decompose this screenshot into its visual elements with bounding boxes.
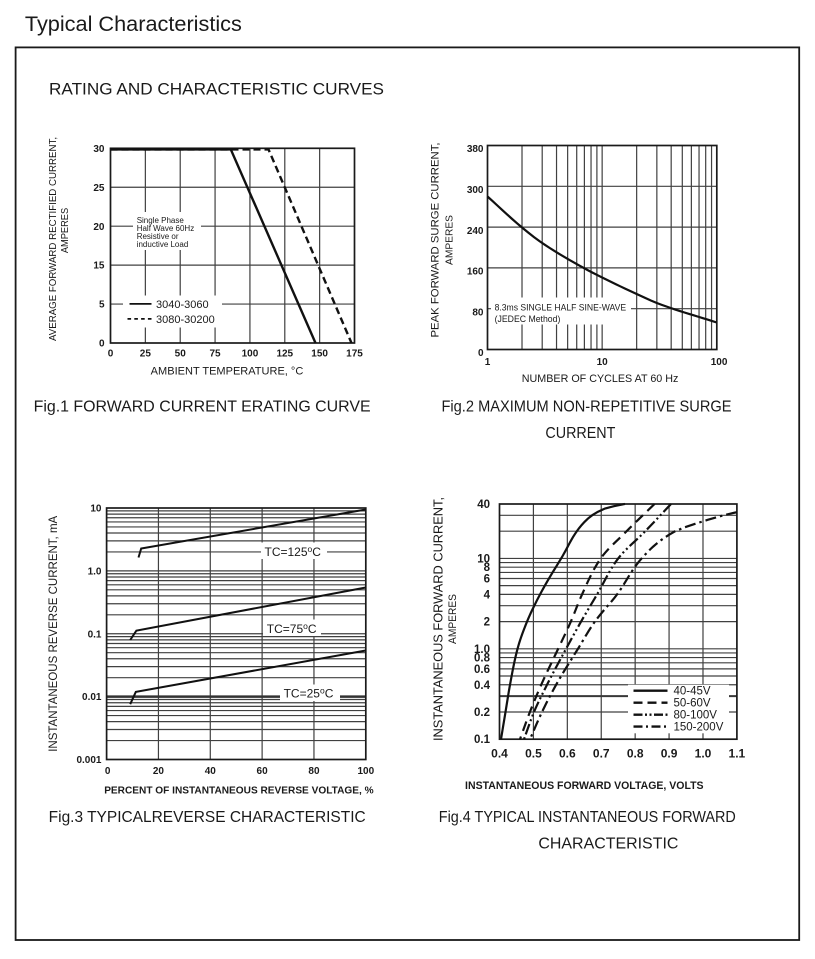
svg-text:0.9: 0.9 bbox=[661, 747, 678, 761]
svg-text:160: 160 bbox=[467, 267, 484, 278]
svg-text:TC=125oC: TC=125oC bbox=[265, 544, 322, 559]
svg-text:40-45V: 40-45V bbox=[674, 686, 711, 698]
svg-text:NUMBER OF CYCLES AT 60 Hz: NUMBER OF CYCLES AT 60 Hz bbox=[522, 373, 679, 385]
svg-text:3080-30200: 3080-30200 bbox=[156, 314, 215, 326]
svg-text:AMPERES: AMPERES bbox=[447, 594, 459, 644]
svg-text:CHARACTERISTIC: CHARACTERISTIC bbox=[538, 836, 678, 853]
svg-text:25: 25 bbox=[93, 183, 105, 194]
svg-text:60: 60 bbox=[257, 766, 269, 777]
svg-text:PERCENT OF INSTANTANEOUS REVER: PERCENT OF INSTANTANEOUS REVERSE VOLTAGE… bbox=[104, 785, 374, 797]
svg-text:Typical Characteristics: Typical Characteristics bbox=[25, 12, 242, 36]
svg-text:10: 10 bbox=[477, 553, 490, 565]
svg-text:0.6: 0.6 bbox=[474, 664, 490, 676]
svg-text:80: 80 bbox=[472, 307, 484, 318]
svg-text:50-60V: 50-60V bbox=[674, 698, 711, 710]
svg-text:8: 8 bbox=[484, 562, 491, 574]
svg-text:80: 80 bbox=[308, 766, 320, 777]
svg-text:150: 150 bbox=[311, 349, 328, 360]
svg-text:0.7: 0.7 bbox=[593, 747, 610, 761]
svg-text:40: 40 bbox=[477, 499, 490, 511]
svg-text:1.0: 1.0 bbox=[88, 566, 102, 577]
svg-text:100: 100 bbox=[357, 766, 374, 777]
svg-text:50: 50 bbox=[175, 349, 187, 360]
svg-text:INSTANTANEOUS REVERSE CURRENT,: INSTANTANEOUS REVERSE CURRENT, mA bbox=[48, 515, 60, 751]
svg-text:1.0: 1.0 bbox=[695, 747, 712, 761]
svg-text:Fig.3 TYPICALREVERSE CHARACTER: Fig.3 TYPICALREVERSE CHARACTERISTIC bbox=[49, 809, 366, 826]
svg-text:TC=75oC: TC=75oC bbox=[267, 621, 317, 636]
svg-text:0: 0 bbox=[478, 348, 484, 359]
svg-text:1.0: 1.0 bbox=[474, 644, 490, 656]
svg-text:380: 380 bbox=[467, 144, 484, 155]
svg-text:0.2: 0.2 bbox=[474, 707, 490, 719]
svg-text:0.8: 0.8 bbox=[474, 653, 491, 665]
svg-text:0.4: 0.4 bbox=[491, 747, 508, 761]
svg-text:Single Phase: Single Phase bbox=[137, 216, 185, 225]
svg-text:Half Wave 60Hz: Half Wave 60Hz bbox=[137, 224, 195, 233]
svg-text:20: 20 bbox=[153, 766, 165, 777]
svg-text:0: 0 bbox=[99, 339, 105, 350]
svg-text:8.3ms SINGLE HALF SINE-WAVE: 8.3ms SINGLE HALF SINE-WAVE bbox=[495, 302, 626, 312]
svg-text:0.1: 0.1 bbox=[474, 734, 491, 746]
svg-text:AVERAGE FORWARD RECTIFIED CURR: AVERAGE FORWARD RECTIFIED CURRENT, bbox=[47, 137, 59, 341]
svg-text:AMPERES: AMPERES bbox=[444, 215, 456, 265]
svg-text:Resistive or: Resistive or bbox=[137, 232, 179, 241]
svg-text:INSTANTANEOUS FORWARD CURRENT,: INSTANTANEOUS FORWARD CURRENT, bbox=[432, 497, 446, 741]
svg-text:0.4: 0.4 bbox=[474, 680, 491, 692]
svg-text:100: 100 bbox=[711, 357, 728, 368]
svg-text:0.01: 0.01 bbox=[82, 692, 102, 703]
svg-text:0.8: 0.8 bbox=[627, 747, 644, 761]
svg-text:40: 40 bbox=[205, 766, 217, 777]
svg-text:25: 25 bbox=[140, 349, 152, 360]
svg-text:2: 2 bbox=[484, 617, 490, 629]
svg-text:Fig.4 TYPICAL INSTANTANEOUS FO: Fig.4 TYPICAL INSTANTANEOUS FORWARD bbox=[439, 809, 736, 826]
svg-text:PEAK FORWARD SURGE CURRENT,: PEAK FORWARD SURGE CURRENT, bbox=[430, 143, 442, 338]
svg-text:0: 0 bbox=[108, 349, 114, 360]
svg-text:Fig.1 FORWARD CURRENT ERATING: Fig.1 FORWARD CURRENT ERATING CURVE bbox=[34, 399, 371, 416]
svg-text:0.1: 0.1 bbox=[88, 629, 102, 640]
svg-text:10: 10 bbox=[90, 504, 102, 515]
svg-text:0.001: 0.001 bbox=[76, 755, 101, 766]
svg-text:4: 4 bbox=[484, 589, 491, 601]
svg-text:0.5: 0.5 bbox=[525, 747, 542, 761]
svg-text:TC=25oC: TC=25oC bbox=[284, 686, 334, 701]
svg-text:10: 10 bbox=[597, 357, 609, 368]
svg-text:240: 240 bbox=[467, 226, 484, 237]
svg-text:20: 20 bbox=[93, 222, 105, 233]
svg-text:80-100V: 80-100V bbox=[674, 710, 718, 722]
svg-text:INSTANTANEOUS FORWARD VOLTAGE,: INSTANTANEOUS FORWARD VOLTAGE, VOLTS bbox=[465, 780, 704, 792]
svg-text:1.1: 1.1 bbox=[729, 747, 746, 761]
svg-text:(JEDEC Method): (JEDEC Method) bbox=[495, 314, 561, 324]
svg-text:RATING AND CHARACTERISTIC CURV: RATING AND CHARACTERISTIC CURVES bbox=[49, 80, 384, 99]
svg-text:30: 30 bbox=[93, 144, 105, 155]
svg-text:15: 15 bbox=[93, 261, 105, 272]
svg-text:150-200V: 150-200V bbox=[674, 722, 724, 734]
svg-text:0: 0 bbox=[105, 766, 111, 777]
svg-text:AMBIENT TEMPERATURE, °C: AMBIENT TEMPERATURE, °C bbox=[151, 366, 304, 378]
svg-text:3040-3060: 3040-3060 bbox=[156, 299, 209, 311]
svg-text:1: 1 bbox=[485, 357, 491, 368]
svg-text:100: 100 bbox=[242, 349, 259, 360]
svg-text:inductive Load: inductive Load bbox=[137, 240, 189, 249]
svg-text:125: 125 bbox=[276, 349, 293, 360]
svg-text:75: 75 bbox=[210, 349, 222, 360]
svg-text:175: 175 bbox=[346, 349, 363, 360]
svg-text:6: 6 bbox=[484, 573, 490, 585]
svg-text:0.6: 0.6 bbox=[559, 747, 576, 761]
svg-text:Fig.2 MAXIMUM NON-REPETITIVE S: Fig.2 MAXIMUM NON-REPETITIVE SURGE bbox=[442, 399, 732, 416]
svg-text:5: 5 bbox=[99, 300, 105, 311]
svg-text:300: 300 bbox=[467, 185, 484, 196]
svg-text:AMPERES: AMPERES bbox=[60, 208, 71, 254]
svg-text:CURRENT: CURRENT bbox=[545, 425, 615, 442]
